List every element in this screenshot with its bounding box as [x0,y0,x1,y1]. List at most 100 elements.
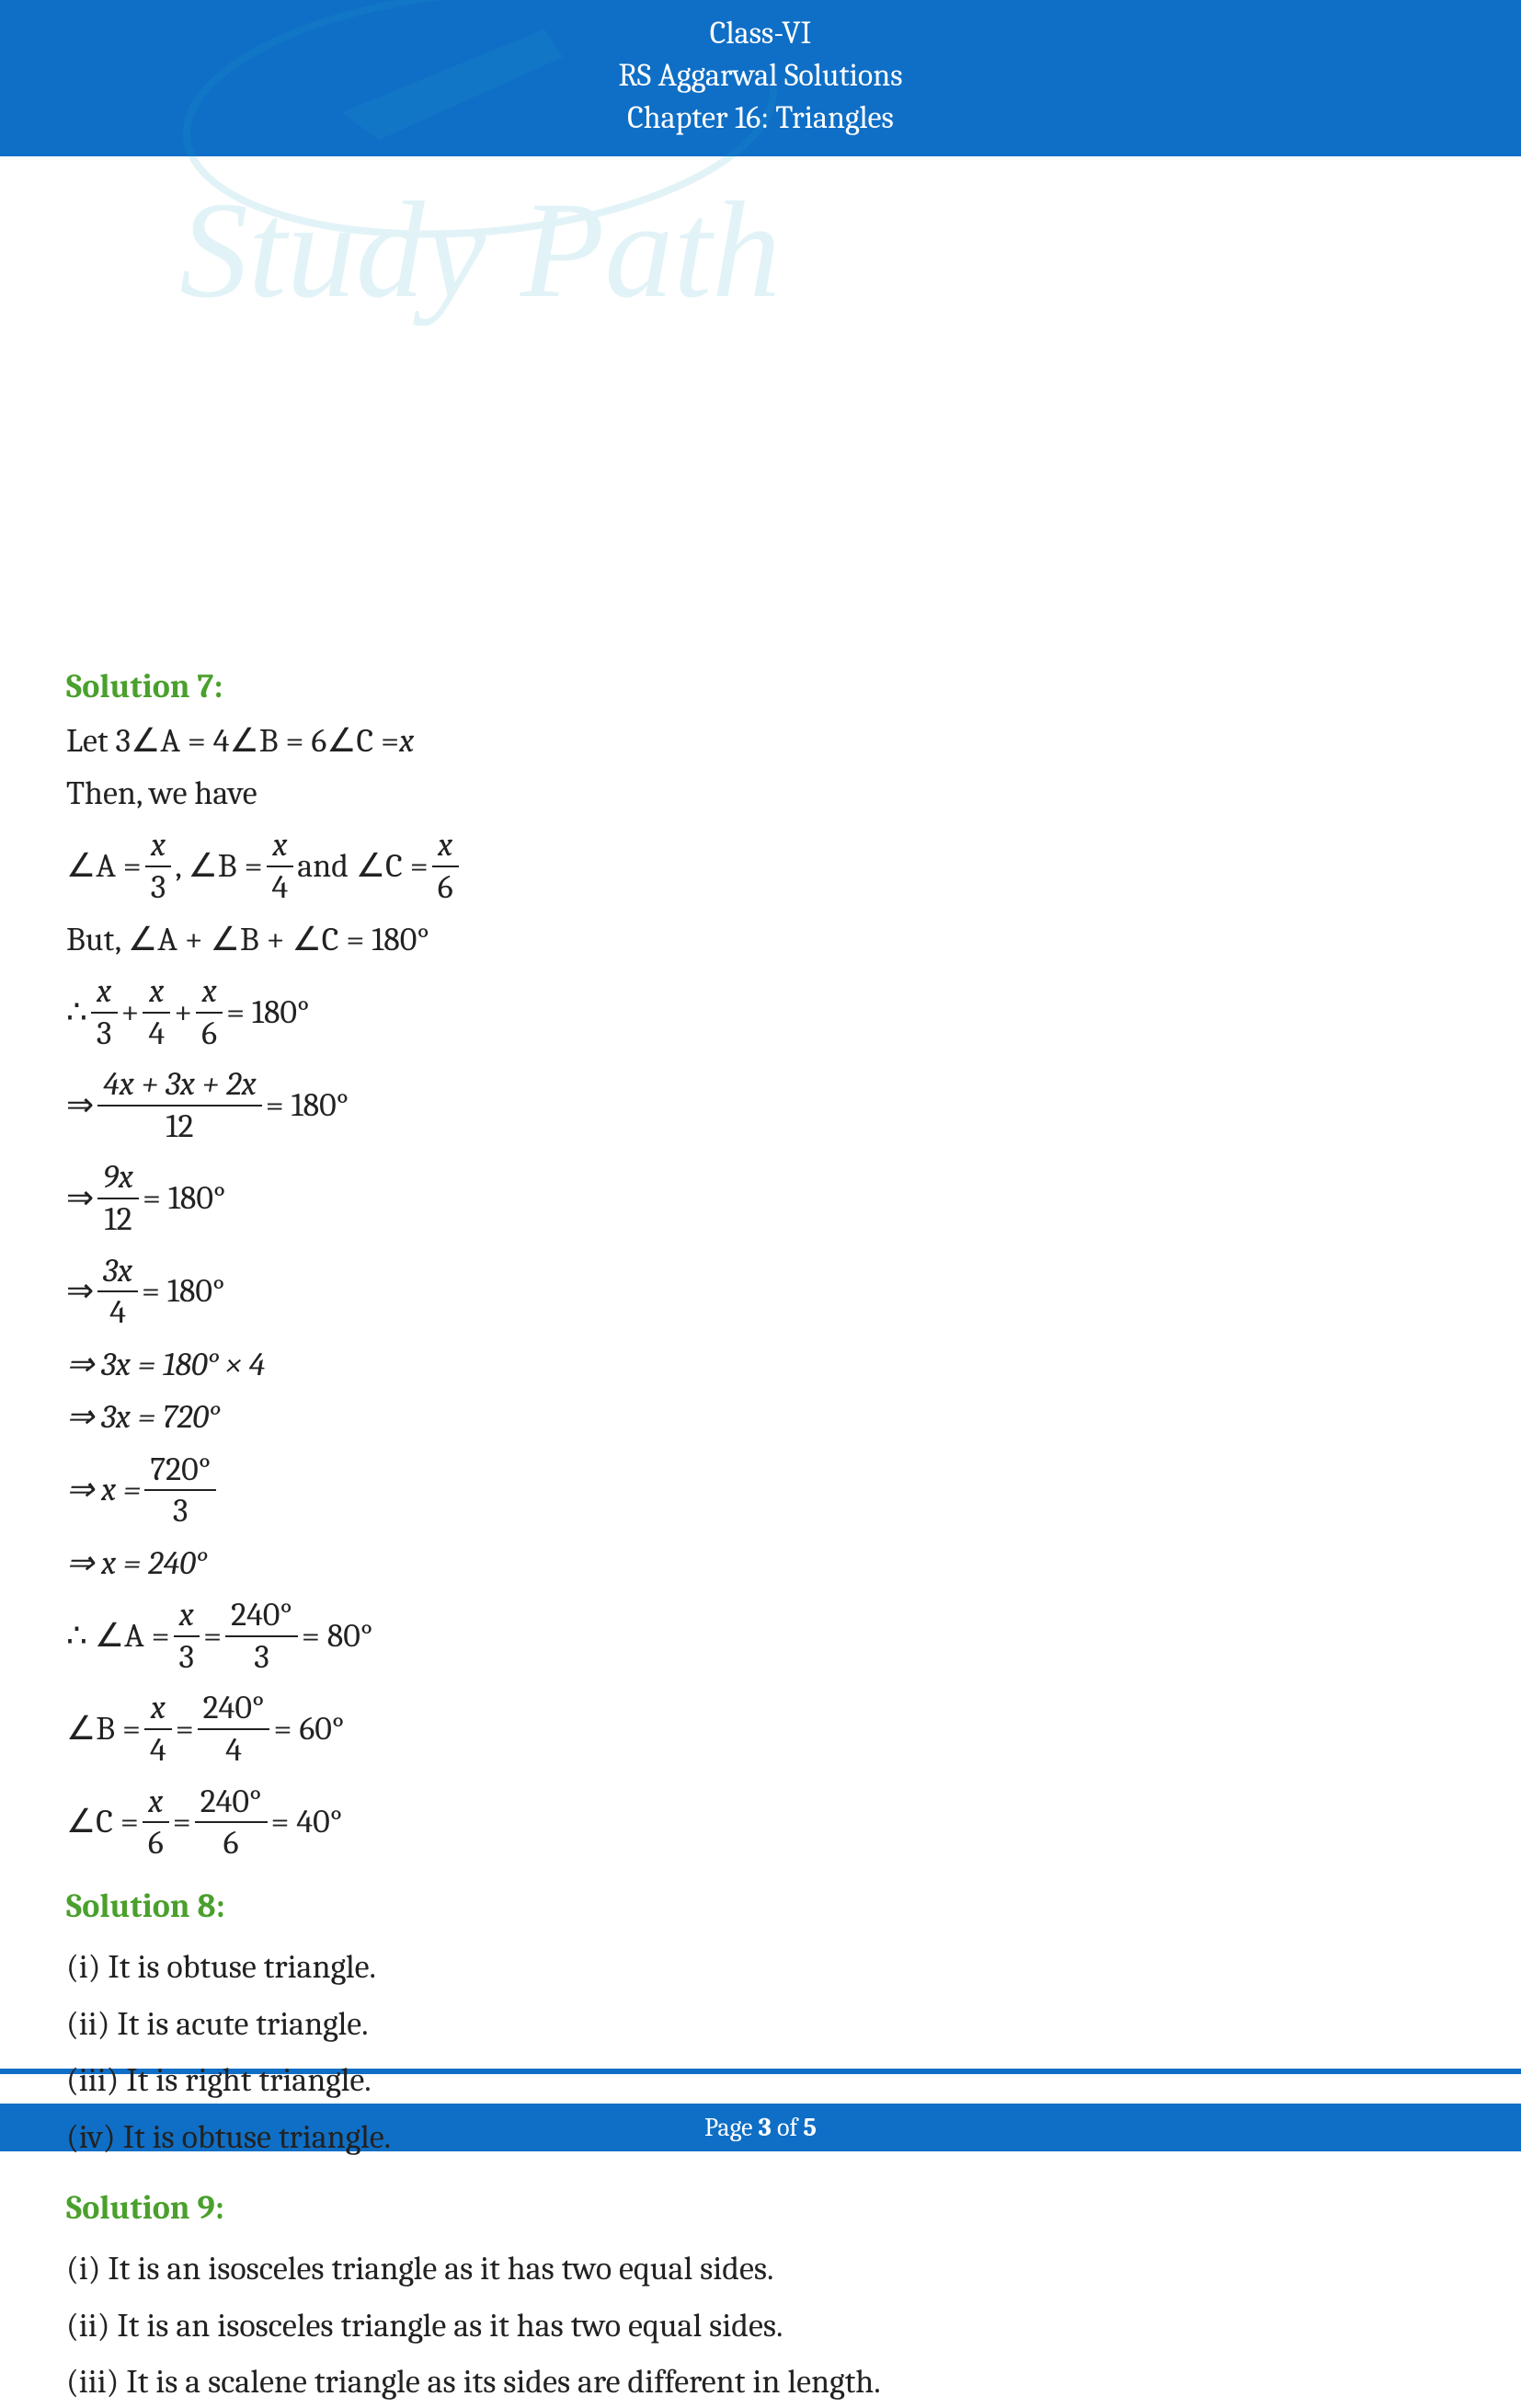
fraction: 9x12 [97,1159,139,1237]
num: x [432,827,458,864]
s8-iv: (iv) It is obtuse triangle. [66,2112,1455,2163]
fraction: 3x4 [97,1253,138,1331]
fraction: 240° 6 [195,1783,268,1862]
text: ⇒ [66,1272,94,1310]
s7-step4: ⇒ 3x4 = 180° [66,1253,1455,1331]
text: ⇒ x = 240° [66,1544,207,1582]
num: x [197,973,223,1010]
num: 240° [195,1783,268,1820]
text: = 180° [266,1086,349,1124]
text: , ∠B = [175,847,262,885]
text: = 60° [273,1710,344,1748]
text: = 180° [143,1179,225,1217]
var-x: x [399,722,414,760]
num: x [91,973,117,1010]
text: ∠C = [66,1803,139,1840]
num: x [145,827,171,864]
text: ∠B = [66,1710,141,1748]
num: 4x + 3x + 2x [97,1066,262,1103]
page-header: Class-VI RS Aggarwal Solutions Chapter 1… [0,0,1521,156]
text: Let 3∠A = 4∠B = 6∠C = [66,722,399,760]
solution-8-heading: Solution 8: [66,1887,1455,1925]
fraction: x3 [91,973,118,1051]
fraction: x 3 [145,827,172,905]
text: = [203,1617,222,1655]
header-line-3: Chapter 16: Triangles [0,97,1521,140]
den: 3 [174,1639,200,1676]
text: = 40° [271,1803,343,1840]
num: 3x [97,1253,138,1290]
s7-resB: ∠B = x4 = 240°4 = 60° [66,1690,1455,1768]
fraction: 4x + 3x + 2x 12 [97,1066,262,1144]
num: 720° [144,1451,216,1488]
fraction: x 4 [267,827,294,905]
fraction: x4 [144,1690,172,1768]
s7-step5: ⇒ 3x = 180° × 4 [66,1346,1455,1383]
text: + [174,993,192,1031]
fraction: x6 [196,973,223,1051]
den: 12 [99,1201,138,1238]
den: 6 [196,1015,223,1052]
den: 12 [160,1108,199,1145]
s9-iii: (iii) It is a scalene triangle as its si… [66,2356,1455,2408]
den: 3 [248,1639,275,1676]
s7-step8: ⇒ x = 240° [66,1544,1455,1582]
s8-iii: (iii) It is right triangle. [66,2055,1455,2106]
den: 3 [145,869,172,906]
fraction: x6 [143,1783,169,1862]
s7-then: Then, we have [66,774,1455,812]
s7-step7: ⇒ x = 720°3 [66,1451,1455,1530]
s9-ii: (ii) It is an isosceles triangle as it h… [66,2300,1455,2352]
s8-ii: (ii) It is acute triangle. [66,1999,1455,2050]
num: x [143,1783,168,1820]
watermark-text: Study Path [179,174,781,327]
text: = 80° [302,1617,372,1655]
bar [267,866,294,867]
text: ⇒ [66,1086,94,1124]
s7-step6: ⇒ 3x = 720° [66,1398,1455,1436]
den: 4 [267,869,294,906]
num: x [145,1690,171,1726]
den: 4 [144,1732,172,1769]
den: 6 [432,869,459,906]
den: 6 [143,1825,169,1862]
s7-resA: ∴ ∠A = x 3 = 240° 3 = 80° [66,1597,1455,1675]
solution-9-heading: Solution 9: [66,2189,1455,2227]
s7-let: Let 3∠A = 4∠B = 6∠C = x [66,722,1455,760]
s7-sum: But, ∠A + ∠B + ∠C = 180° [66,921,1455,958]
text: ⇒ [66,1179,94,1217]
bar [145,866,172,867]
num: 240° [198,1690,270,1726]
fraction: x 6 [432,827,459,905]
den: 4 [143,1015,170,1052]
text: = [173,1803,191,1840]
text: = 180° [226,993,309,1031]
fraction: 720° 3 [144,1451,216,1530]
header-line-2: RS Aggarwal Solutions [0,55,1521,97]
den: 3 [91,1015,118,1052]
den: 3 [167,1493,194,1530]
s8-i: (i) It is obtuse triangle. [66,1942,1455,1993]
text: = [176,1710,194,1748]
text: ∴ [66,993,87,1031]
text: ⇒ 3x = 720° [66,1398,220,1436]
num: x [174,1597,200,1634]
fraction: 240° 3 [225,1597,298,1675]
text: + [121,993,140,1031]
den: 6 [218,1825,245,1862]
s9-i: (i) It is an isosceles triangle as it ha… [66,2243,1455,2295]
text: ⇒ 3x = 180° × 4 [66,1346,265,1383]
num: 9x [97,1159,139,1196]
s7-step2: ⇒ 4x + 3x + 2x 12 = 180° [66,1066,1455,1144]
den: 4 [220,1732,247,1769]
fraction: 240° 4 [198,1690,270,1768]
s7-step1: ∴ x3 + x4 + x6 = 180° [66,973,1455,1051]
num: x [267,827,292,864]
text: ∴ ∠A = [66,1617,170,1655]
den: 4 [104,1294,132,1331]
num: 240° [225,1597,298,1634]
text: ∠A = [66,847,142,885]
s7-step3: ⇒ 9x12 = 180° [66,1159,1455,1237]
header-line-1: Class-VI [0,13,1521,55]
s7-abc: ∠A = x 3 , ∠B = x 4 and ∠C = x 6 [66,827,1455,905]
